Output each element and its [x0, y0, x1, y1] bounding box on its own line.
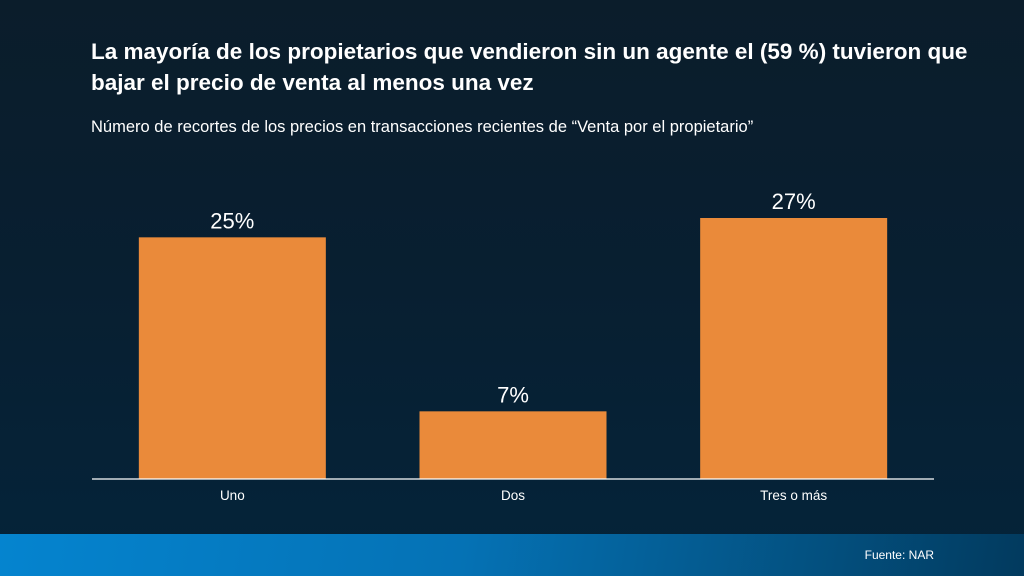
category-label: Tres o más — [760, 488, 827, 503]
source-label: Fuente: NAR — [864, 548, 934, 562]
bar-1 — [419, 411, 607, 479]
bar-0 — [138, 237, 326, 479]
chart-title: La mayoría de los propietarios que vendi… — [91, 39, 968, 95]
chart-subtitle: Número de recortes de los precios en tra… — [91, 118, 754, 136]
footer-band: Fuente: NAR — [0, 534, 1024, 576]
category-label: Dos — [501, 488, 525, 503]
category-label: Uno — [220, 488, 245, 503]
bar-2 — [700, 218, 888, 479]
value-label: 7% — [497, 382, 529, 407]
value-label: 25% — [210, 208, 254, 233]
value-label: 27% — [772, 189, 816, 214]
